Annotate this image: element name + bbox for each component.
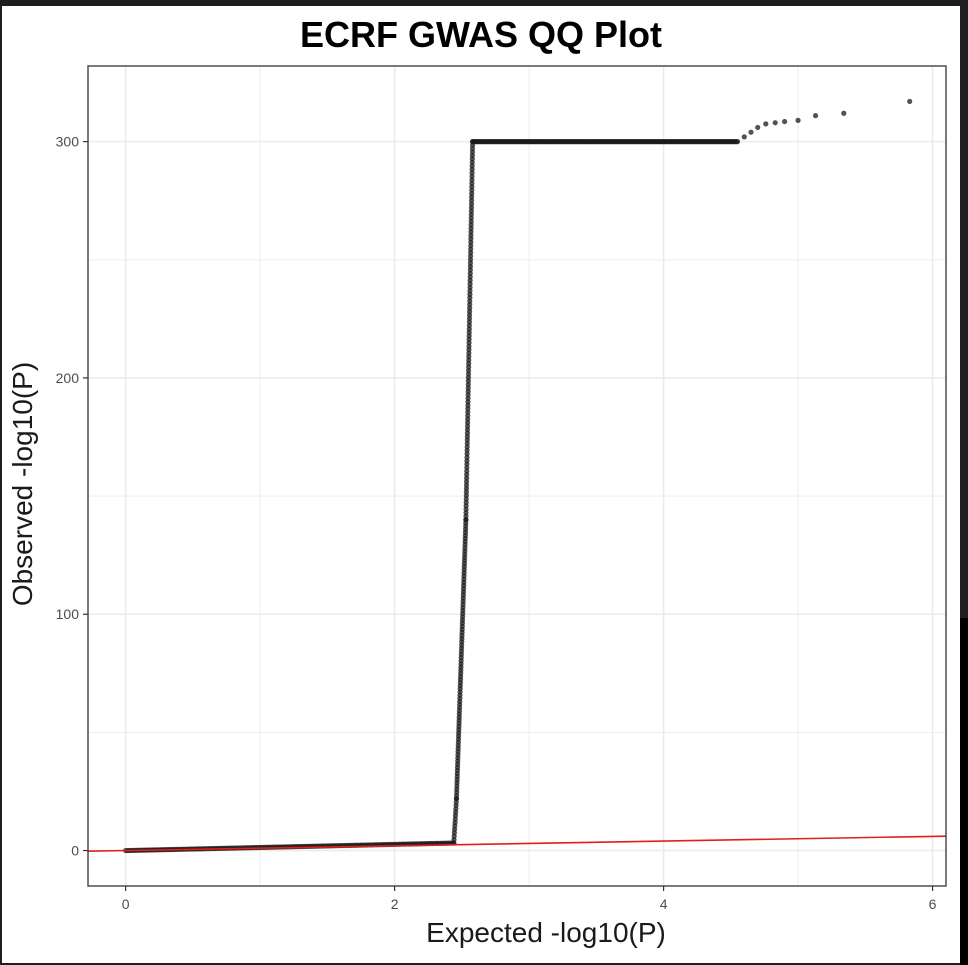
x-tick-label: 6 xyxy=(929,896,937,912)
data-point xyxy=(782,118,788,125)
reference-line xyxy=(87,835,947,853)
y-axis-label: Observed -log10(P) xyxy=(7,361,38,607)
y-tick-label: 300 xyxy=(56,134,80,150)
data-point xyxy=(763,121,769,127)
data-point xyxy=(841,110,847,116)
y-tick-label: 100 xyxy=(56,606,80,622)
x-tick-label: 4 xyxy=(660,896,668,912)
data-point xyxy=(748,129,754,135)
plot-border xyxy=(87,65,947,887)
chart-frame: ECRF GWAS QQ Plot 0 2 4 6 0 100 200 300 Expecte… xyxy=(2,6,960,963)
chart-title: ECRF GWAS QQ Plot xyxy=(299,14,662,55)
data-point xyxy=(755,124,761,131)
data-point xyxy=(812,113,819,119)
x-tick-label: 2 xyxy=(391,896,399,912)
x-tick-label: 0 xyxy=(122,896,130,912)
background-edge xyxy=(960,618,968,965)
qq-plot: 0 2 4 6 0 100 200 300 xyxy=(56,65,947,912)
data-point xyxy=(907,98,913,105)
data-point xyxy=(772,120,778,126)
data-point xyxy=(734,139,741,145)
data-point xyxy=(741,134,747,140)
y-tick-label: 0 xyxy=(71,843,79,859)
plot-panel xyxy=(88,66,946,886)
data-point xyxy=(795,117,801,123)
y-tick-label: 200 xyxy=(56,370,80,386)
x-axis-label: Expected -log10(P) xyxy=(426,917,666,948)
